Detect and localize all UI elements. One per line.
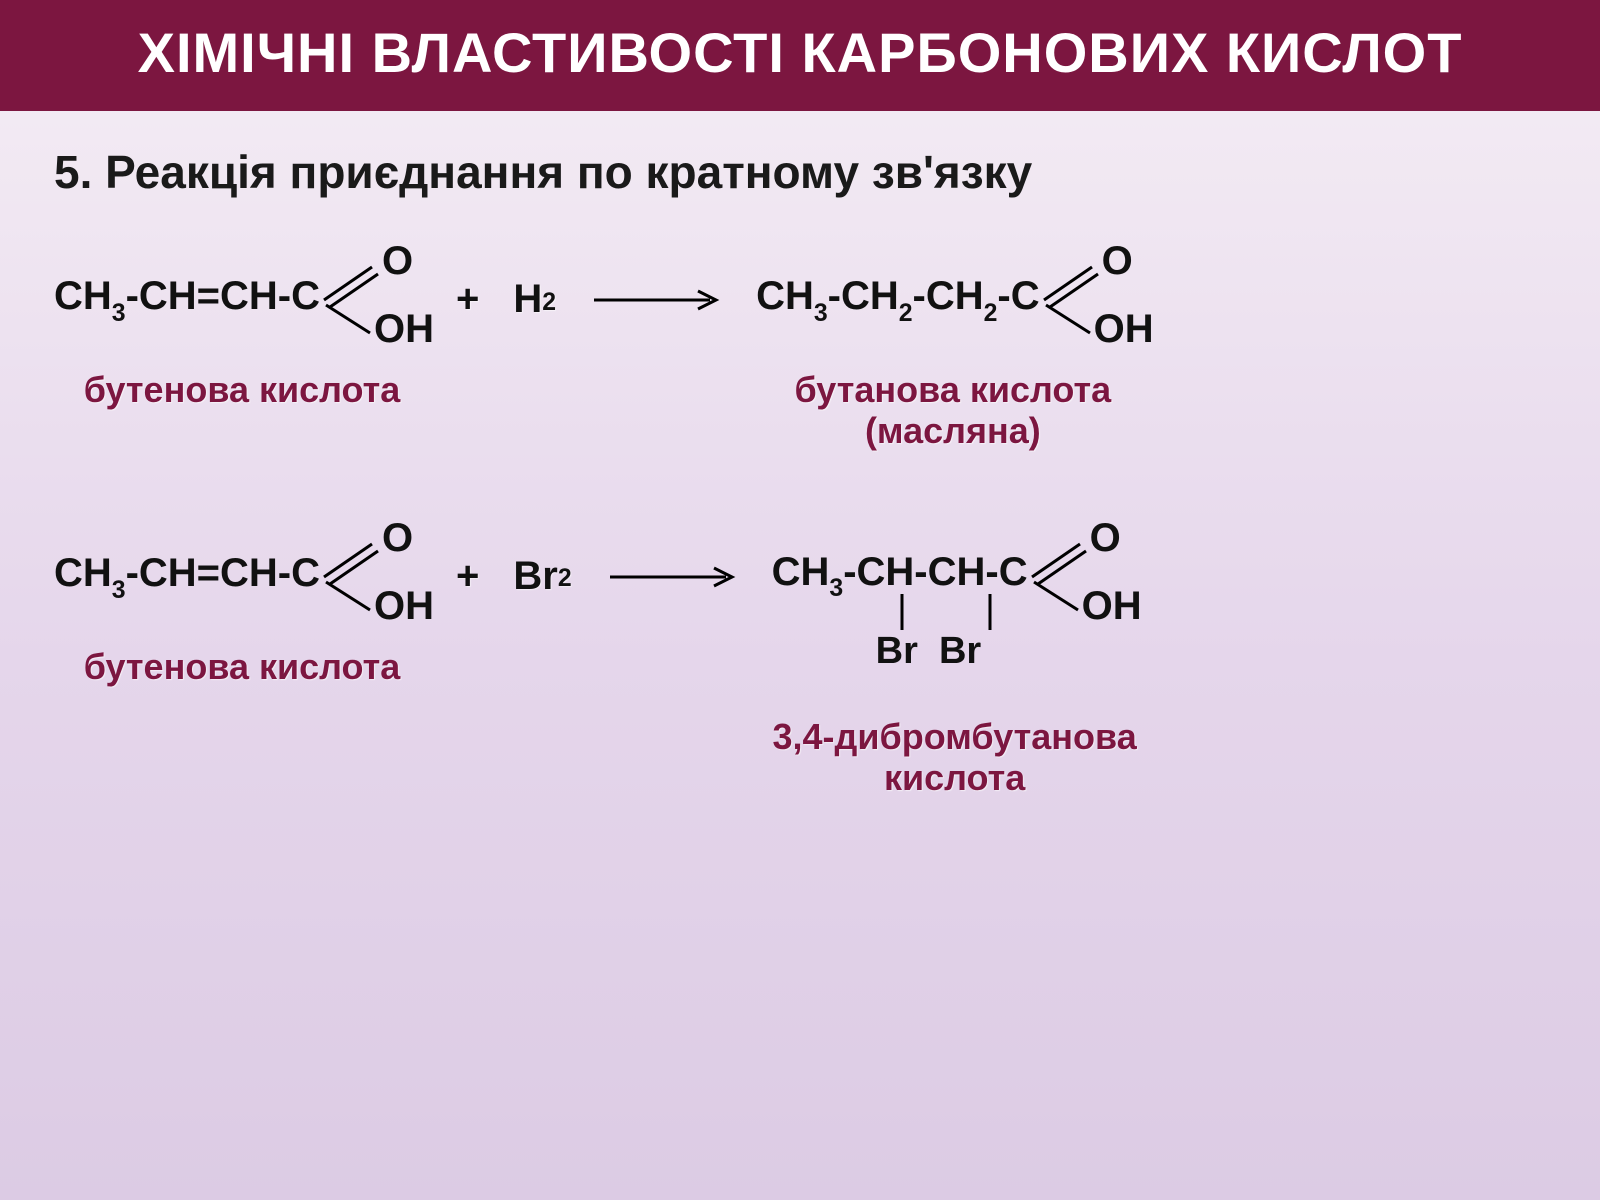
reactant-label: бутенова кислота xyxy=(84,369,401,410)
cooh-o: O xyxy=(1102,239,1133,284)
reaction-2-product: CH3-CH-CH-C O OH Br Br 3,4-диб xyxy=(772,522,1138,799)
reaction-1: CH3-CH=CH-C O OH бутенова кислота + H2 xyxy=(54,245,1546,452)
arrow-icon xyxy=(606,562,746,592)
arrow-icon xyxy=(590,285,730,315)
cooh-oh: OH xyxy=(1082,584,1142,629)
section-subheading: 5. Реакція приєднання по кратному зв'язк… xyxy=(54,145,1546,199)
cooh-o: O xyxy=(1090,516,1121,561)
reaction-1-reactant: CH3-CH=CH-C O OH бутенова кислота xyxy=(54,245,430,410)
cooh-oh: OH xyxy=(374,307,434,352)
slide-content: 5. Реакція приєднання по кратному зв'язк… xyxy=(0,111,1600,879)
reactant-chain: CH3-CH=CH-C xyxy=(54,553,320,601)
reactant-formula: CH3-CH=CH-C O OH xyxy=(54,245,430,355)
cooh-group: O OH xyxy=(320,522,430,632)
reagent: H2 xyxy=(505,245,564,355)
plus-sign: + xyxy=(448,522,487,632)
substituent-row: Br Br xyxy=(876,630,982,673)
cooh-group: O OH xyxy=(1040,245,1150,355)
product-label: бутанова кислота(масляна) xyxy=(795,369,1112,452)
plus-sign: + xyxy=(448,245,487,355)
product-label: 3,4-дибромбутановакислота xyxy=(773,716,1137,799)
cooh-oh: OH xyxy=(374,584,434,629)
reaction-1-product: CH3-CH2-CH2-C O OH бутанова кислота(масл… xyxy=(756,245,1150,452)
product-formula: CH3-CH2-CH2-C O OH xyxy=(756,245,1150,355)
reaction-2-reactant: CH3-CH=CH-C O OH бутенова кислота xyxy=(54,522,430,687)
product-chain: CH3-CH2-CH2-C xyxy=(756,276,1040,324)
product-chain: CH3-CH-CH-C xyxy=(772,552,1028,600)
reactant-chain: CH3-CH=CH-C xyxy=(54,276,320,324)
reactant-formula: CH3-CH=CH-C O OH xyxy=(54,522,430,632)
cooh-oh: OH xyxy=(1094,307,1154,352)
cooh-o: O xyxy=(382,239,413,284)
reaction-arrow xyxy=(598,522,754,632)
reactant-label: бутенова кислота xyxy=(84,646,401,687)
reagent: Br2 xyxy=(505,522,579,632)
slide-title: ХІМІЧНІ ВЛАСТИВОСТІ КАРБОНОВИХ КИСЛОТ xyxy=(40,22,1560,85)
reaction-arrow xyxy=(582,245,738,355)
cooh-o: O xyxy=(382,516,413,561)
cooh-group: O OH xyxy=(320,245,430,355)
cooh-group: O OH xyxy=(1028,522,1138,632)
reaction-2: CH3-CH=CH-C O OH бутенова кислота + Br2 xyxy=(54,522,1546,799)
slide-header: ХІМІЧНІ ВЛАСТИВОСТІ КАРБОНОВИХ КИСЛОТ xyxy=(0,0,1600,111)
product-formula: CH3-CH-CH-C O OH Br Br xyxy=(772,522,1138,692)
